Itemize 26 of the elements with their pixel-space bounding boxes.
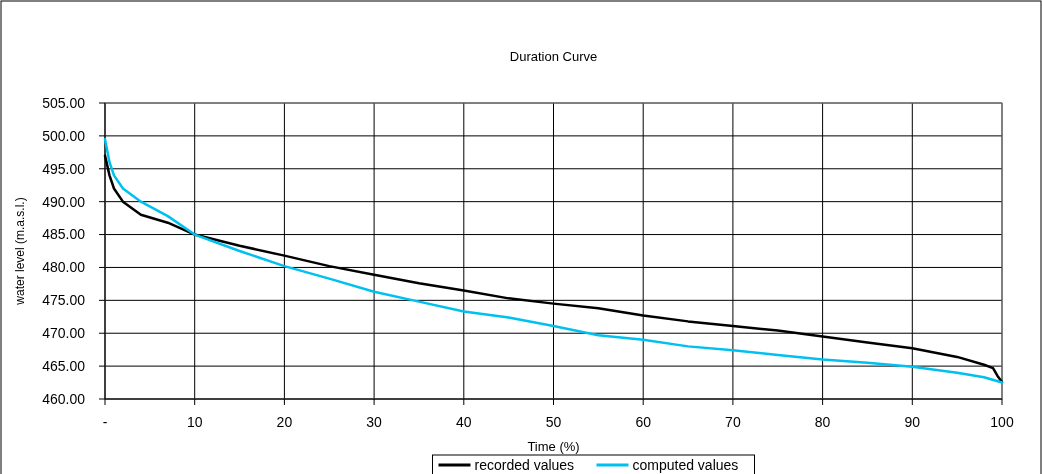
- x-tick-label: 60: [635, 414, 652, 430]
- y-axis-title: water level (m.a.s.l.): [13, 197, 27, 306]
- y-tick-label: 495.00: [42, 160, 86, 177]
- y-tick-label: 470.00: [42, 325, 86, 342]
- y-tick-label: 500.00: [42, 127, 86, 144]
- y-tick-label: 460.00: [42, 390, 86, 407]
- y-tick-label: 490.00: [42, 193, 86, 210]
- y-tick-label: 465.00: [42, 358, 86, 375]
- x-tick-label: 100: [990, 414, 1014, 430]
- x-tick-label: 40: [456, 414, 472, 430]
- x-tick-label: 10: [186, 414, 203, 430]
- y-tick-label: 475.00: [42, 292, 86, 309]
- x-tick-label: 70: [725, 414, 741, 430]
- y-tick-label: 505.00: [42, 94, 86, 111]
- x-tick-label: 90: [904, 414, 921, 430]
- y-tick-label: 480.00: [42, 259, 86, 276]
- x-tick-label: -: [102, 414, 108, 430]
- x-tick-label: 20: [276, 414, 293, 430]
- y-tick-label: 485.00: [42, 226, 86, 243]
- x-tick-label: 30: [366, 414, 383, 430]
- legend-label: computed values: [632, 456, 739, 473]
- x-axis-title: Time (%): [527, 439, 580, 454]
- legend-label: recorded values: [474, 456, 575, 473]
- x-tick-label: 80: [814, 414, 831, 430]
- x-tick-label: 50: [545, 414, 562, 430]
- chart-title: Duration Curve: [509, 49, 598, 64]
